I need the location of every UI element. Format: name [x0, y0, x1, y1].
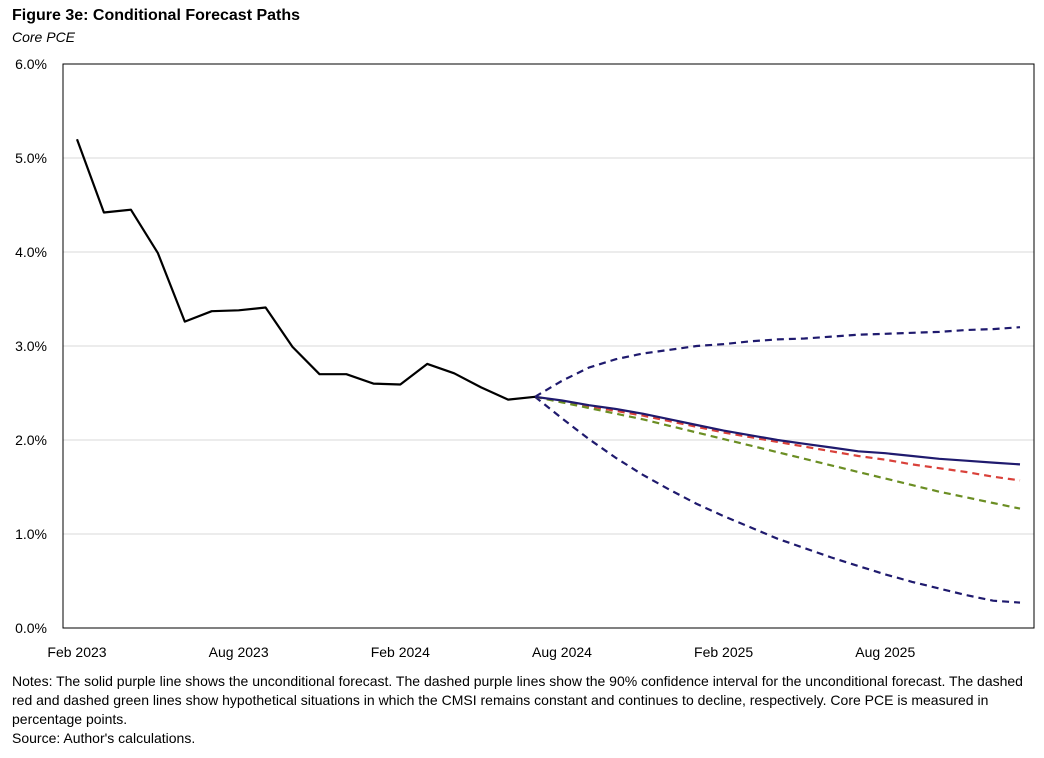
x-tick-label: Aug 2024: [532, 644, 592, 660]
chart-subtitle: Core PCE: [12, 29, 76, 45]
y-tick-label: 3.0%: [15, 338, 47, 354]
chart-title: Figure 3e: Conditional Forecast Paths: [12, 7, 301, 24]
y-tick-label: 5.0%: [15, 150, 47, 166]
source-text: Source: Author's calculations.: [12, 730, 196, 746]
y-tick-label: 2.0%: [15, 432, 47, 448]
y-tick-label: 6.0%: [15, 56, 47, 72]
notes-text: Notes: The solid purple line shows the u…: [12, 673, 1023, 727]
x-tick-label: Feb 2024: [371, 644, 430, 660]
y-tick-label: 4.0%: [15, 244, 47, 260]
plot-border: [62, 63, 1035, 629]
series-line-historical-core-pce: [75, 138, 536, 401]
series-line-90-confidence-interval-lower: [534, 395, 1021, 604]
line-chart: 0.0% 1.0% 2.0% 3.0% 4.0% 5.0% 6.0% Feb 2023 Aug …: [15, 56, 1035, 660]
x-tick-label: Aug 2025: [855, 644, 915, 660]
series-line-cmsi-continues-to-decline: [534, 395, 1021, 510]
chart-notes: Notes: The solid purple line shows the u…: [12, 672, 1032, 748]
x-tick-label: Feb 2025: [694, 644, 753, 660]
series-line-cmsi-remains-constant: [534, 395, 1021, 482]
x-tick-label: Aug 2023: [209, 644, 269, 660]
series-line-90-confidence-interval-upper: [534, 326, 1021, 398]
series-line-unconditional-forecast: [534, 395, 1021, 466]
x-tick-label: Feb 2023: [47, 644, 106, 660]
y-tick-label: 1.0%: [15, 526, 47, 542]
y-tick-label: 0.0%: [15, 620, 47, 636]
